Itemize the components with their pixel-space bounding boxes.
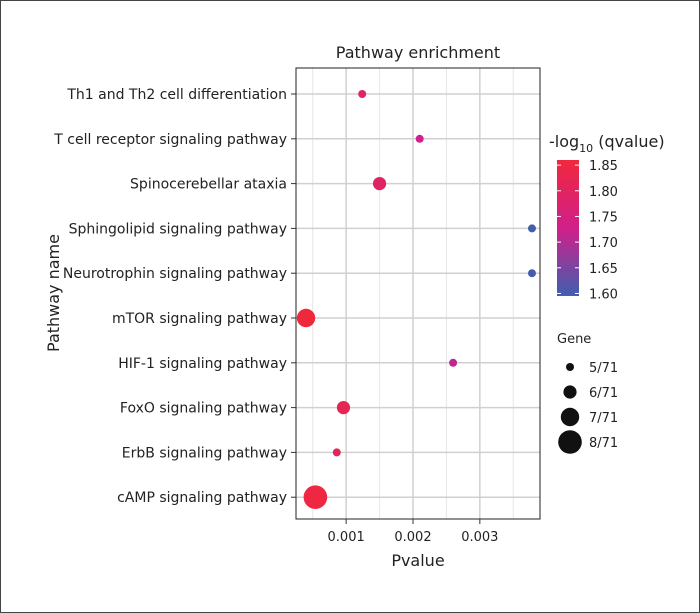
y-axis-title: Pathway name bbox=[44, 234, 63, 352]
category-label: mTOR signaling pathway bbox=[112, 311, 287, 327]
color-legend-title: -log10 (qvalue) bbox=[549, 132, 665, 155]
x-tick-label: 0.002 bbox=[394, 530, 431, 545]
size-legend-dot bbox=[563, 385, 577, 399]
size-legend-label: 7/71 bbox=[589, 411, 618, 426]
category-label: FoxO signaling pathway bbox=[120, 401, 287, 417]
category-label: HIF-1 signaling pathway bbox=[118, 356, 287, 372]
category-label: cAMP signaling pathway bbox=[117, 490, 287, 506]
color-bar-label: 1.60 bbox=[589, 287, 618, 302]
size-legend-title: Gene bbox=[557, 332, 591, 347]
x-axis-title: Pvalue bbox=[391, 551, 444, 570]
size-legend-label: 5/71 bbox=[589, 361, 618, 376]
color-bar-label: 1.65 bbox=[589, 262, 618, 277]
data-point bbox=[336, 401, 351, 415]
color-bar-label: 1.85 bbox=[589, 159, 618, 174]
color-bar-label: 1.80 bbox=[589, 185, 618, 200]
data-point bbox=[358, 90, 367, 98]
x-tick-label: 0.003 bbox=[461, 530, 498, 545]
x-tick-label: 0.001 bbox=[328, 530, 365, 545]
size-legend-label: 6/71 bbox=[589, 386, 618, 401]
category-label: ErbB signaling pathway bbox=[122, 445, 287, 461]
color-bar bbox=[557, 160, 579, 296]
category-label: T cell receptor signaling pathway bbox=[53, 132, 287, 148]
size-legend-dot bbox=[558, 430, 582, 454]
data-points bbox=[296, 90, 536, 510]
plot-panel-border bbox=[295, 67, 541, 520]
chart-title: Pathway enrichment bbox=[336, 43, 500, 62]
color-bar-label: 1.75 bbox=[589, 210, 618, 225]
category-label: Spinocerebellar ataxia bbox=[130, 177, 287, 193]
color-bar-ticks: 1.85 1.80 1.75 1.70 1.65 1.60 bbox=[557, 159, 618, 302]
data-point bbox=[372, 177, 387, 191]
data-point bbox=[296, 308, 316, 328]
size-legend-dot bbox=[566, 363, 574, 371]
category-label: Th1 and Th2 cell differentiation bbox=[66, 87, 287, 103]
data-point bbox=[332, 448, 341, 457]
color-bar-label: 1.70 bbox=[589, 236, 618, 251]
size-legend-dot bbox=[560, 407, 580, 427]
data-point bbox=[303, 485, 328, 510]
x-tick-labels: 0.001 0.002 0.003 bbox=[328, 519, 498, 545]
data-point bbox=[527, 269, 536, 278]
data-point bbox=[527, 224, 536, 233]
category-labels: Th1 and Th2 cell differentiation T cell r… bbox=[53, 87, 296, 506]
size-legend-entries: 5/71 6/71 7/71 8/71 bbox=[558, 361, 618, 454]
category-label: Neurotrophin signaling pathway bbox=[63, 266, 287, 282]
size-legend-label: 8/71 bbox=[589, 436, 618, 451]
data-point bbox=[415, 134, 424, 143]
data-point bbox=[449, 358, 458, 367]
category-label: Sphingolipid signaling pathway bbox=[69, 221, 287, 237]
